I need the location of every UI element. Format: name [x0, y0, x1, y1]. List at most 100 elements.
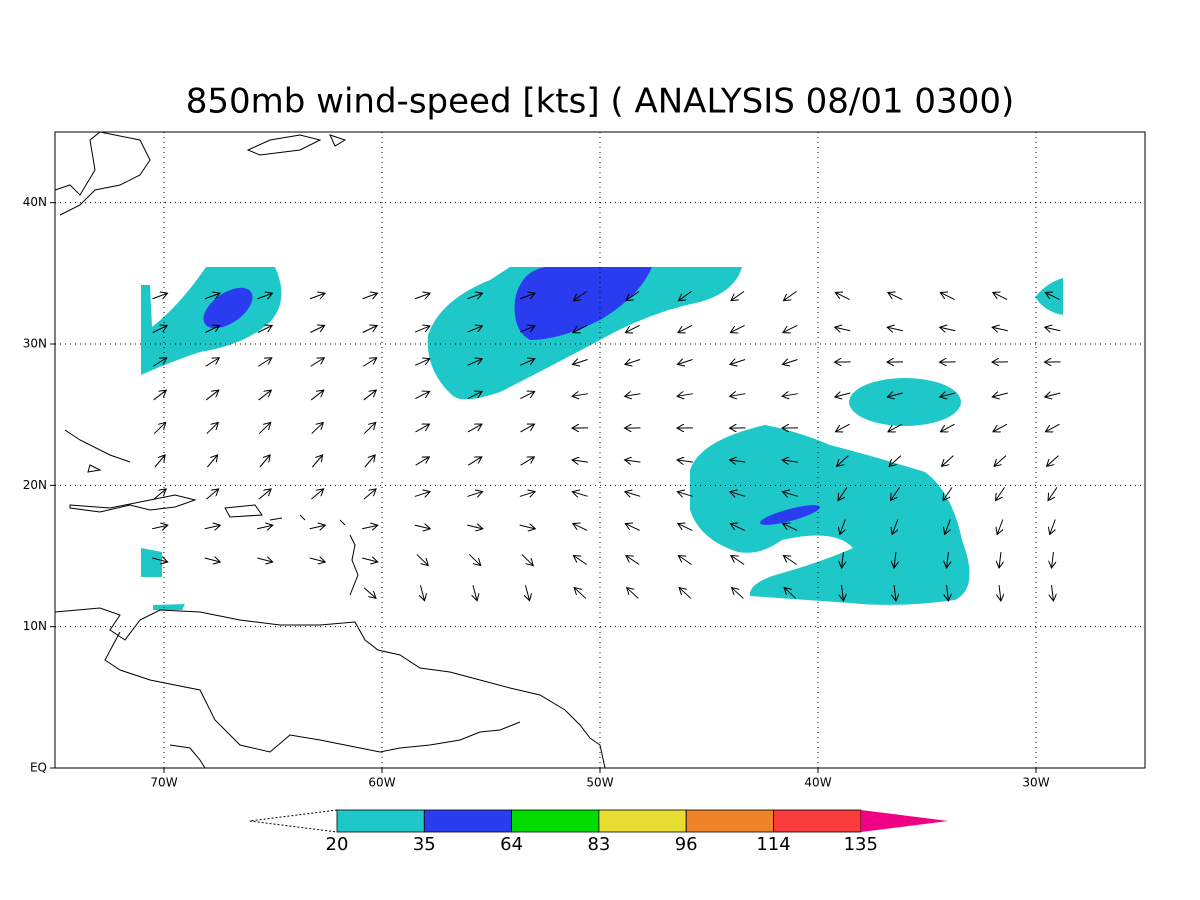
wind-arrow [467, 326, 483, 333]
wind-arrow [572, 360, 588, 365]
wind-arrow [890, 487, 900, 500]
wind-arrow [206, 422, 219, 434]
speed-area [690, 425, 970, 605]
wind-arrow [677, 492, 693, 497]
wind-arrow [519, 492, 535, 497]
wind-arrow [887, 327, 903, 331]
wind-arrow [204, 558, 221, 562]
wind-arrow [730, 492, 746, 497]
wind-arrow [414, 525, 431, 529]
wind-arrow [625, 324, 640, 332]
coastline [55, 607, 606, 768]
wind-arrow [1052, 551, 1054, 568]
wind-arrow [782, 492, 798, 497]
wind-arrow [837, 455, 849, 467]
wind-arrow [678, 556, 692, 565]
wind-arrow [311, 489, 323, 500]
wind-arrow [257, 558, 273, 562]
wind-arrow [362, 358, 377, 367]
wind-arrow [783, 556, 797, 565]
wind-arrow [731, 290, 745, 300]
wind-arrow [574, 588, 587, 599]
wind-arrow [572, 394, 588, 397]
wind-arrow [258, 422, 271, 434]
wind-arrow [415, 391, 429, 400]
wind-arrow [940, 393, 956, 397]
wind-arrow [467, 492, 482, 497]
wind-arrow [311, 455, 322, 468]
wind-arrow [1045, 327, 1061, 331]
wind-arrow [467, 525, 483, 529]
wind-arrow [677, 460, 693, 462]
wind-arrow [940, 327, 956, 331]
colorbar-label: 83 [587, 834, 610, 855]
wind-arrow [309, 525, 326, 529]
wind-arrow [942, 455, 954, 467]
wind-arrow [204, 525, 221, 529]
wind-arrow [519, 326, 535, 333]
wind-arrow [309, 558, 326, 562]
wind-arrow [625, 524, 640, 531]
wind-arrow [414, 492, 430, 497]
wind-arrow [677, 360, 693, 365]
wind-arrow [838, 487, 848, 500]
y-tick-label: 40N [23, 195, 47, 209]
wind-arrow [473, 585, 477, 600]
wind-arrow [783, 290, 797, 300]
wind-arrow [205, 358, 220, 367]
wind-arrow [152, 325, 167, 333]
wind-arrow [152, 558, 168, 562]
speed-area [427, 267, 742, 400]
colorbar-label: 64 [500, 834, 523, 855]
wind-arrow [204, 293, 220, 298]
x-tick-label: 40W [804, 776, 831, 790]
speed-area [141, 548, 162, 577]
wind-arrow [362, 293, 377, 298]
wind-arrow [152, 358, 167, 367]
wind-arrow [258, 489, 271, 500]
wind-arrow [363, 390, 377, 401]
wind-arrow [572, 492, 588, 497]
wind-arrow [995, 487, 1005, 500]
wind-arrow [625, 492, 641, 497]
colorbar-label: 96 [675, 834, 698, 855]
x-tick-label: 60W [368, 776, 395, 790]
y-tick-label: EQ [30, 761, 47, 775]
wind-arrow [362, 325, 377, 333]
wind-arrow [997, 519, 1003, 535]
coastline [55, 132, 347, 216]
wind-arrow [835, 423, 850, 432]
wind-arrow [835, 327, 851, 331]
colorbar-box [685, 809, 774, 833]
wind-arrow [311, 422, 324, 434]
x-tick-label: 50W [586, 776, 613, 790]
wind-arrow [153, 390, 167, 401]
wind-arrow [415, 424, 430, 433]
wind-arrow [420, 585, 424, 600]
wind-arrow [1045, 423, 1060, 432]
wind-arrow [784, 588, 797, 599]
wind-arrow [257, 358, 272, 367]
wind-arrow [467, 359, 483, 366]
wind-arrow [1050, 519, 1056, 535]
wind-field [55, 132, 1063, 768]
wind-arrow [205, 325, 219, 333]
wind-arrow [520, 359, 535, 366]
wind-arrow [572, 460, 588, 462]
speed-area [153, 604, 185, 610]
chart-title: 850mb wind-speed [kts] ( ANALYSIS 08/01 … [186, 82, 1014, 122]
wind-arrow [525, 585, 529, 600]
wind-arrow [467, 457, 482, 466]
wind-arrow [888, 423, 903, 432]
wind-arrow [573, 524, 588, 531]
wind-arrow [783, 324, 798, 332]
coastline [64, 429, 359, 596]
wind-arrow [626, 556, 640, 565]
colorbar-box [598, 809, 687, 833]
wind-arrow [730, 360, 746, 365]
y-tick-label: 30N [23, 337, 47, 351]
wind-arrow [154, 455, 165, 468]
wind-vectors [152, 290, 1061, 601]
colorbar-box [423, 809, 512, 833]
wind-arrow [257, 293, 272, 298]
